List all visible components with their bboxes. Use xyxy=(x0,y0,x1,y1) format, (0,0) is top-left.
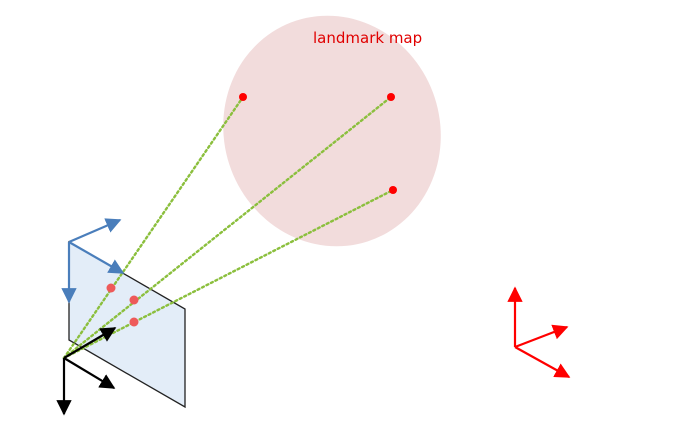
landmark-point-2 xyxy=(387,93,395,101)
projection-rays xyxy=(62,95,395,360)
camera-frame xyxy=(56,327,117,416)
landmarks xyxy=(239,93,397,194)
projection-point-1 xyxy=(106,283,116,293)
ray-2 xyxy=(62,95,393,360)
landmark-point-3 xyxy=(389,186,397,194)
camera-frame-x-axis xyxy=(63,357,116,389)
world-frame-right-axis xyxy=(514,324,569,349)
ray-1 xyxy=(62,95,245,360)
world-frame-down-axis xyxy=(514,346,571,378)
image-frame-u-axis xyxy=(68,218,122,244)
camera-frame-z-axis xyxy=(63,327,117,359)
image-frame-diagonal-axis xyxy=(68,241,125,274)
image-frame xyxy=(61,218,125,304)
landmark-map-label: landmark map xyxy=(313,29,422,47)
landmark-point-1 xyxy=(239,93,247,101)
image-projections xyxy=(106,283,139,327)
projection-point-3 xyxy=(129,317,139,327)
ray-3 xyxy=(62,188,395,360)
world-frame xyxy=(507,286,571,378)
projection-point-2 xyxy=(129,295,139,305)
